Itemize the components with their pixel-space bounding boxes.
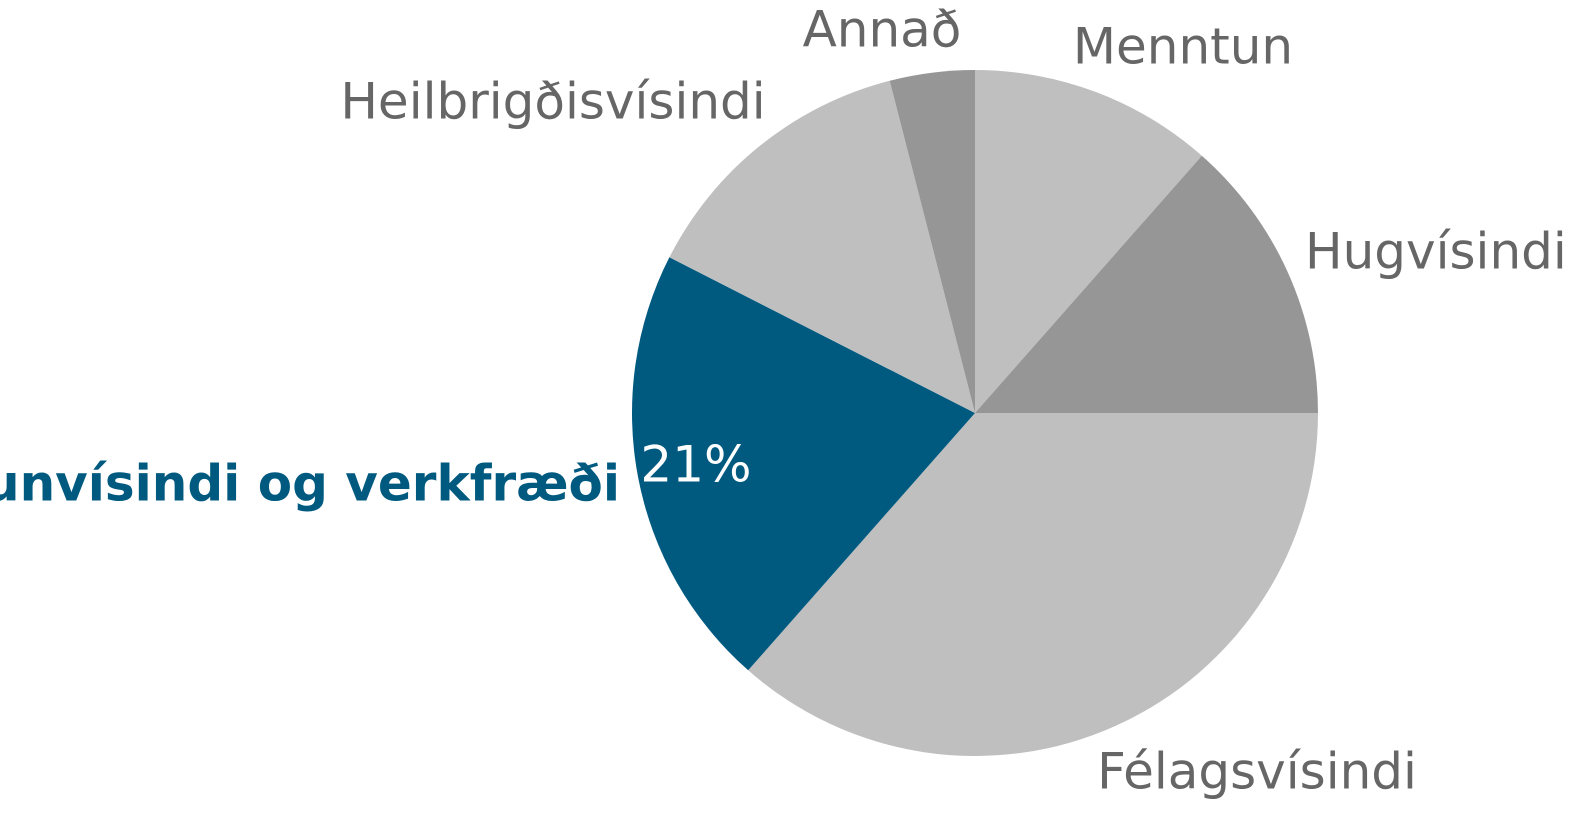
- pie-slice: [975, 70, 1202, 413]
- pie-slice: [889, 70, 975, 413]
- slice-label: Raunvísindi og verkfræði: [0, 455, 620, 513]
- pie-slice: [632, 257, 975, 671]
- slice-label: Hugvísindi: [1305, 223, 1567, 281]
- slice-label: Heilbrigðisvísindi: [340, 73, 765, 131]
- pie-slice: [669, 80, 975, 414]
- pie-slice: [975, 155, 1318, 413]
- slice-label: Menntun: [1073, 18, 1293, 76]
- value-label: 21%: [640, 436, 751, 494]
- slice-label: Félagsvísindi: [1097, 743, 1417, 801]
- pie-slice: [748, 413, 1318, 756]
- slice-label: Annað: [803, 1, 962, 59]
